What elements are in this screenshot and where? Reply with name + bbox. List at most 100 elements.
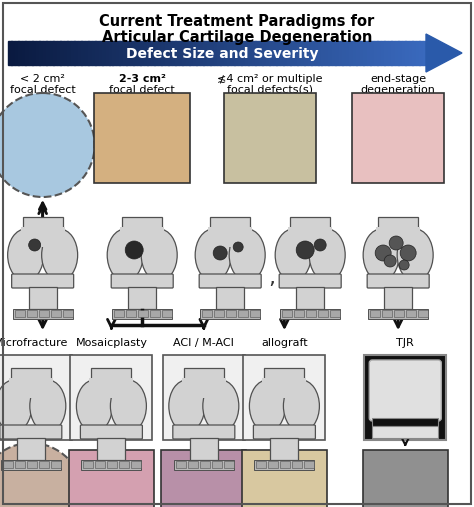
Bar bbox=[155, 41, 158, 65]
Circle shape bbox=[384, 255, 396, 267]
Bar bbox=[384, 41, 388, 65]
Bar bbox=[27, 310, 36, 317]
Bar bbox=[290, 41, 294, 65]
Bar bbox=[158, 41, 162, 65]
Bar bbox=[175, 41, 179, 65]
Circle shape bbox=[399, 260, 409, 270]
Bar bbox=[74, 41, 78, 65]
Bar bbox=[179, 41, 182, 65]
Bar bbox=[382, 310, 392, 317]
Bar bbox=[269, 41, 273, 65]
Bar bbox=[57, 41, 61, 65]
Bar bbox=[22, 41, 26, 65]
Bar bbox=[106, 41, 109, 65]
Bar bbox=[363, 41, 367, 65]
Ellipse shape bbox=[8, 229, 44, 281]
Text: Defect Size and Severity: Defect Size and Severity bbox=[126, 47, 318, 61]
FancyBboxPatch shape bbox=[242, 450, 327, 507]
Bar bbox=[401, 41, 406, 65]
Bar bbox=[165, 41, 169, 65]
Text: ,: , bbox=[269, 268, 276, 288]
Bar bbox=[186, 41, 190, 65]
Text: focal defect: focal defect bbox=[109, 85, 175, 95]
Bar bbox=[140, 41, 145, 65]
Bar bbox=[224, 41, 228, 65]
Text: focal defects(s): focal defects(s) bbox=[227, 85, 313, 95]
Bar bbox=[238, 310, 248, 317]
Text: degeneration: degeneration bbox=[361, 85, 436, 95]
Ellipse shape bbox=[203, 380, 239, 432]
Bar bbox=[262, 41, 266, 65]
Bar bbox=[216, 287, 244, 309]
Bar bbox=[290, 217, 330, 229]
Circle shape bbox=[296, 241, 314, 259]
Bar bbox=[90, 378, 133, 398]
Bar bbox=[29, 41, 33, 65]
Bar bbox=[123, 41, 127, 65]
Bar bbox=[109, 41, 113, 65]
Bar bbox=[150, 310, 160, 317]
FancyBboxPatch shape bbox=[0, 355, 72, 440]
Bar bbox=[114, 310, 124, 317]
Text: allograft: allograft bbox=[261, 338, 308, 348]
Bar bbox=[67, 41, 71, 65]
FancyBboxPatch shape bbox=[12, 274, 73, 288]
Ellipse shape bbox=[107, 229, 143, 281]
Bar bbox=[99, 41, 102, 65]
Bar bbox=[360, 41, 364, 65]
Bar bbox=[51, 461, 61, 468]
Bar bbox=[11, 368, 51, 380]
Bar bbox=[409, 41, 412, 65]
Ellipse shape bbox=[42, 229, 78, 281]
Bar bbox=[88, 41, 92, 65]
Bar bbox=[11, 41, 16, 65]
Ellipse shape bbox=[309, 229, 345, 281]
Bar bbox=[190, 438, 218, 460]
Ellipse shape bbox=[169, 380, 205, 432]
Bar bbox=[328, 41, 332, 65]
Circle shape bbox=[0, 93, 95, 197]
Bar bbox=[256, 461, 266, 468]
Ellipse shape bbox=[110, 380, 146, 432]
FancyBboxPatch shape bbox=[367, 274, 429, 288]
Bar bbox=[235, 41, 238, 65]
Bar bbox=[28, 287, 57, 309]
Bar bbox=[416, 41, 419, 65]
Bar bbox=[336, 41, 339, 65]
Bar bbox=[9, 378, 53, 398]
Bar bbox=[376, 227, 420, 247]
Bar bbox=[202, 310, 212, 317]
Bar bbox=[308, 41, 311, 65]
Ellipse shape bbox=[363, 229, 399, 281]
Bar bbox=[108, 461, 118, 468]
Bar bbox=[161, 41, 165, 65]
Bar bbox=[315, 41, 319, 65]
Bar bbox=[283, 41, 287, 65]
Bar bbox=[280, 309, 340, 319]
FancyBboxPatch shape bbox=[224, 93, 316, 183]
Bar bbox=[370, 41, 374, 65]
Bar bbox=[200, 309, 260, 319]
Text: ACI / M-ACI: ACI / M-ACI bbox=[173, 338, 234, 348]
Bar bbox=[138, 310, 148, 317]
Bar bbox=[370, 310, 380, 317]
Bar bbox=[217, 41, 221, 65]
Text: end-stage: end-stage bbox=[370, 74, 426, 84]
Text: Current Treatment Paradigms for: Current Treatment Paradigms for bbox=[100, 14, 374, 29]
Circle shape bbox=[213, 246, 227, 260]
Bar bbox=[23, 217, 63, 229]
Bar bbox=[248, 41, 252, 65]
Ellipse shape bbox=[195, 229, 231, 281]
Bar bbox=[95, 41, 99, 65]
Ellipse shape bbox=[397, 229, 433, 281]
Bar bbox=[226, 310, 236, 317]
Bar bbox=[200, 461, 210, 468]
FancyBboxPatch shape bbox=[365, 355, 446, 440]
Bar bbox=[60, 41, 64, 65]
Text: < 2 cm²: < 2 cm² bbox=[20, 74, 65, 84]
Bar bbox=[292, 461, 302, 468]
Bar bbox=[346, 41, 350, 65]
Bar bbox=[200, 41, 203, 65]
Bar bbox=[405, 41, 409, 65]
FancyBboxPatch shape bbox=[279, 274, 341, 288]
